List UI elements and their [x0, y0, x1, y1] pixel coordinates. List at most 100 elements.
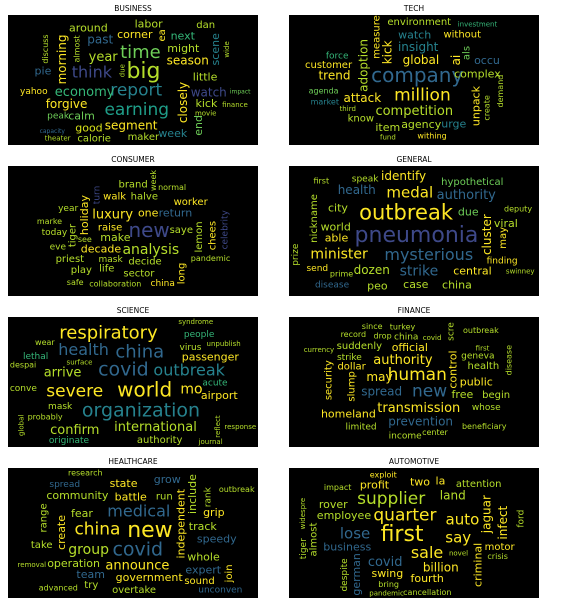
word-1-7: insight: [398, 40, 439, 54]
word-7-35: novel: [449, 550, 468, 558]
word-7-2: supplier: [357, 489, 425, 509]
word-6-34: removal: [18, 561, 47, 569]
word-1-29: withing: [417, 132, 446, 141]
wordcloud-canvas: big time report earning think economy year segm…: [8, 15, 258, 145]
word-5-0: human: [388, 365, 447, 385]
word-7-14: business: [323, 541, 371, 554]
word-2-11: life: [99, 263, 114, 274]
word-6-14: community: [46, 489, 109, 502]
word-5-7: homeland: [321, 407, 376, 420]
word-3-21: may: [498, 227, 509, 249]
word-0-28: maker: [128, 132, 160, 143]
word-6-23: run: [156, 491, 173, 502]
word-1-6: kick: [381, 40, 395, 64]
word-0-33: almost: [73, 35, 82, 62]
word-2-36: marke: [37, 217, 62, 226]
word-6-7: government: [116, 571, 184, 584]
word-2-8: saye: [170, 225, 193, 236]
word-4-18: originate: [49, 436, 90, 446]
word-0-30: peak: [47, 112, 70, 122]
word-1-9: agency: [401, 118, 442, 131]
word-4-10: confirm: [50, 423, 99, 438]
word-6-35: try: [84, 580, 98, 591]
word-0-20: past: [87, 33, 113, 47]
word-1-2: competition: [375, 104, 453, 119]
word-0-38: capacity: [40, 128, 66, 135]
word-7-4: auto: [446, 510, 480, 528]
word-5-21: strike: [337, 353, 362, 363]
word-7-19: swing: [372, 567, 404, 580]
word-3-12: health: [338, 183, 376, 197]
word-7-11: infect: [496, 505, 510, 539]
word-2-2: luxury: [92, 207, 133, 222]
word-2-34: safe: [67, 278, 84, 287]
word-4-2: china: [115, 342, 164, 363]
word-0-35: movie: [195, 109, 217, 117]
panel-healthcare: HEALTHCARE new covid china medical group annou…: [8, 457, 258, 599]
word-3-22: nickname: [309, 194, 320, 243]
word-7-25: exploit: [370, 471, 397, 480]
word-0-5: economy: [55, 85, 115, 100]
word-0-11: might: [167, 42, 200, 55]
word-5-32: outbreak: [463, 326, 499, 335]
word-3-25: deputy: [504, 204, 532, 213]
word-6-27: join: [224, 564, 235, 583]
word-4-14: virus: [180, 343, 202, 353]
word-1-4: global: [403, 53, 440, 67]
word-2-4: decade: [81, 243, 122, 256]
word-1-18: customer: [305, 60, 353, 71]
word-2-6: one: [138, 206, 159, 219]
word-3-28: first: [313, 177, 329, 186]
word-5-13: health: [468, 361, 500, 372]
word-4-21: conve: [10, 384, 37, 394]
word-1-5: adoption: [356, 39, 370, 92]
word-1-30: fund: [380, 133, 396, 141]
word-4-29: global: [17, 415, 25, 436]
word-2-20: priest: [56, 254, 85, 265]
word-7-16: fourth: [410, 572, 443, 585]
word-6-33: outbreak: [219, 485, 255, 494]
word-5-14: slump: [346, 371, 357, 401]
word-5-35: first: [476, 344, 490, 352]
word-7-8: jaguar: [479, 495, 493, 534]
word-0-19: watch: [191, 85, 227, 99]
word-7-3: sale: [411, 543, 443, 562]
word-7-21: profit: [360, 479, 390, 492]
word-1-13: occu: [474, 54, 500, 67]
word-6-26: sound: [184, 576, 214, 587]
word-4-5: severe: [46, 382, 103, 402]
word-0-12: morning: [55, 34, 69, 84]
word-5-17: public: [460, 376, 493, 389]
word-4-16: mask: [48, 402, 73, 412]
word-2-25: celebrity: [221, 209, 231, 249]
word-1-19: als: [462, 46, 473, 60]
word-1-10: environment: [387, 17, 451, 28]
word-3-19: due: [458, 206, 479, 219]
word-7-20: rover: [319, 498, 348, 511]
word-1-28: investment: [458, 21, 498, 29]
word-4-7: health: [58, 340, 109, 359]
word-7-28: almost: [309, 522, 320, 556]
word-7-31: tiger: [299, 538, 309, 559]
word-7-24: ford: [516, 510, 526, 528]
word-0-7: forgive: [46, 97, 88, 111]
word-0-18: labor: [135, 18, 164, 31]
word-4-4: respiratory: [59, 323, 158, 344]
word-3-16: case: [403, 278, 429, 291]
word-4-31: journal: [198, 438, 223, 446]
word-5-33: since: [362, 322, 383, 331]
word-2-1: analysis: [122, 242, 179, 258]
wordcloud-canvas: company million competition attack global ado…: [289, 15, 539, 145]
word-2-12: halve: [131, 191, 158, 202]
word-2-29: turn: [92, 186, 102, 204]
word-2-17: tiger: [68, 223, 79, 247]
word-3-14: able: [325, 231, 349, 244]
word-4-28: response: [224, 423, 256, 431]
word-4-11: passenger: [182, 350, 240, 363]
word-5-11: suddenly: [337, 341, 383, 352]
word-3-2: mysterious: [384, 245, 473, 264]
word-5-4: prevention: [388, 414, 453, 428]
word-4-23: probably: [28, 413, 63, 422]
